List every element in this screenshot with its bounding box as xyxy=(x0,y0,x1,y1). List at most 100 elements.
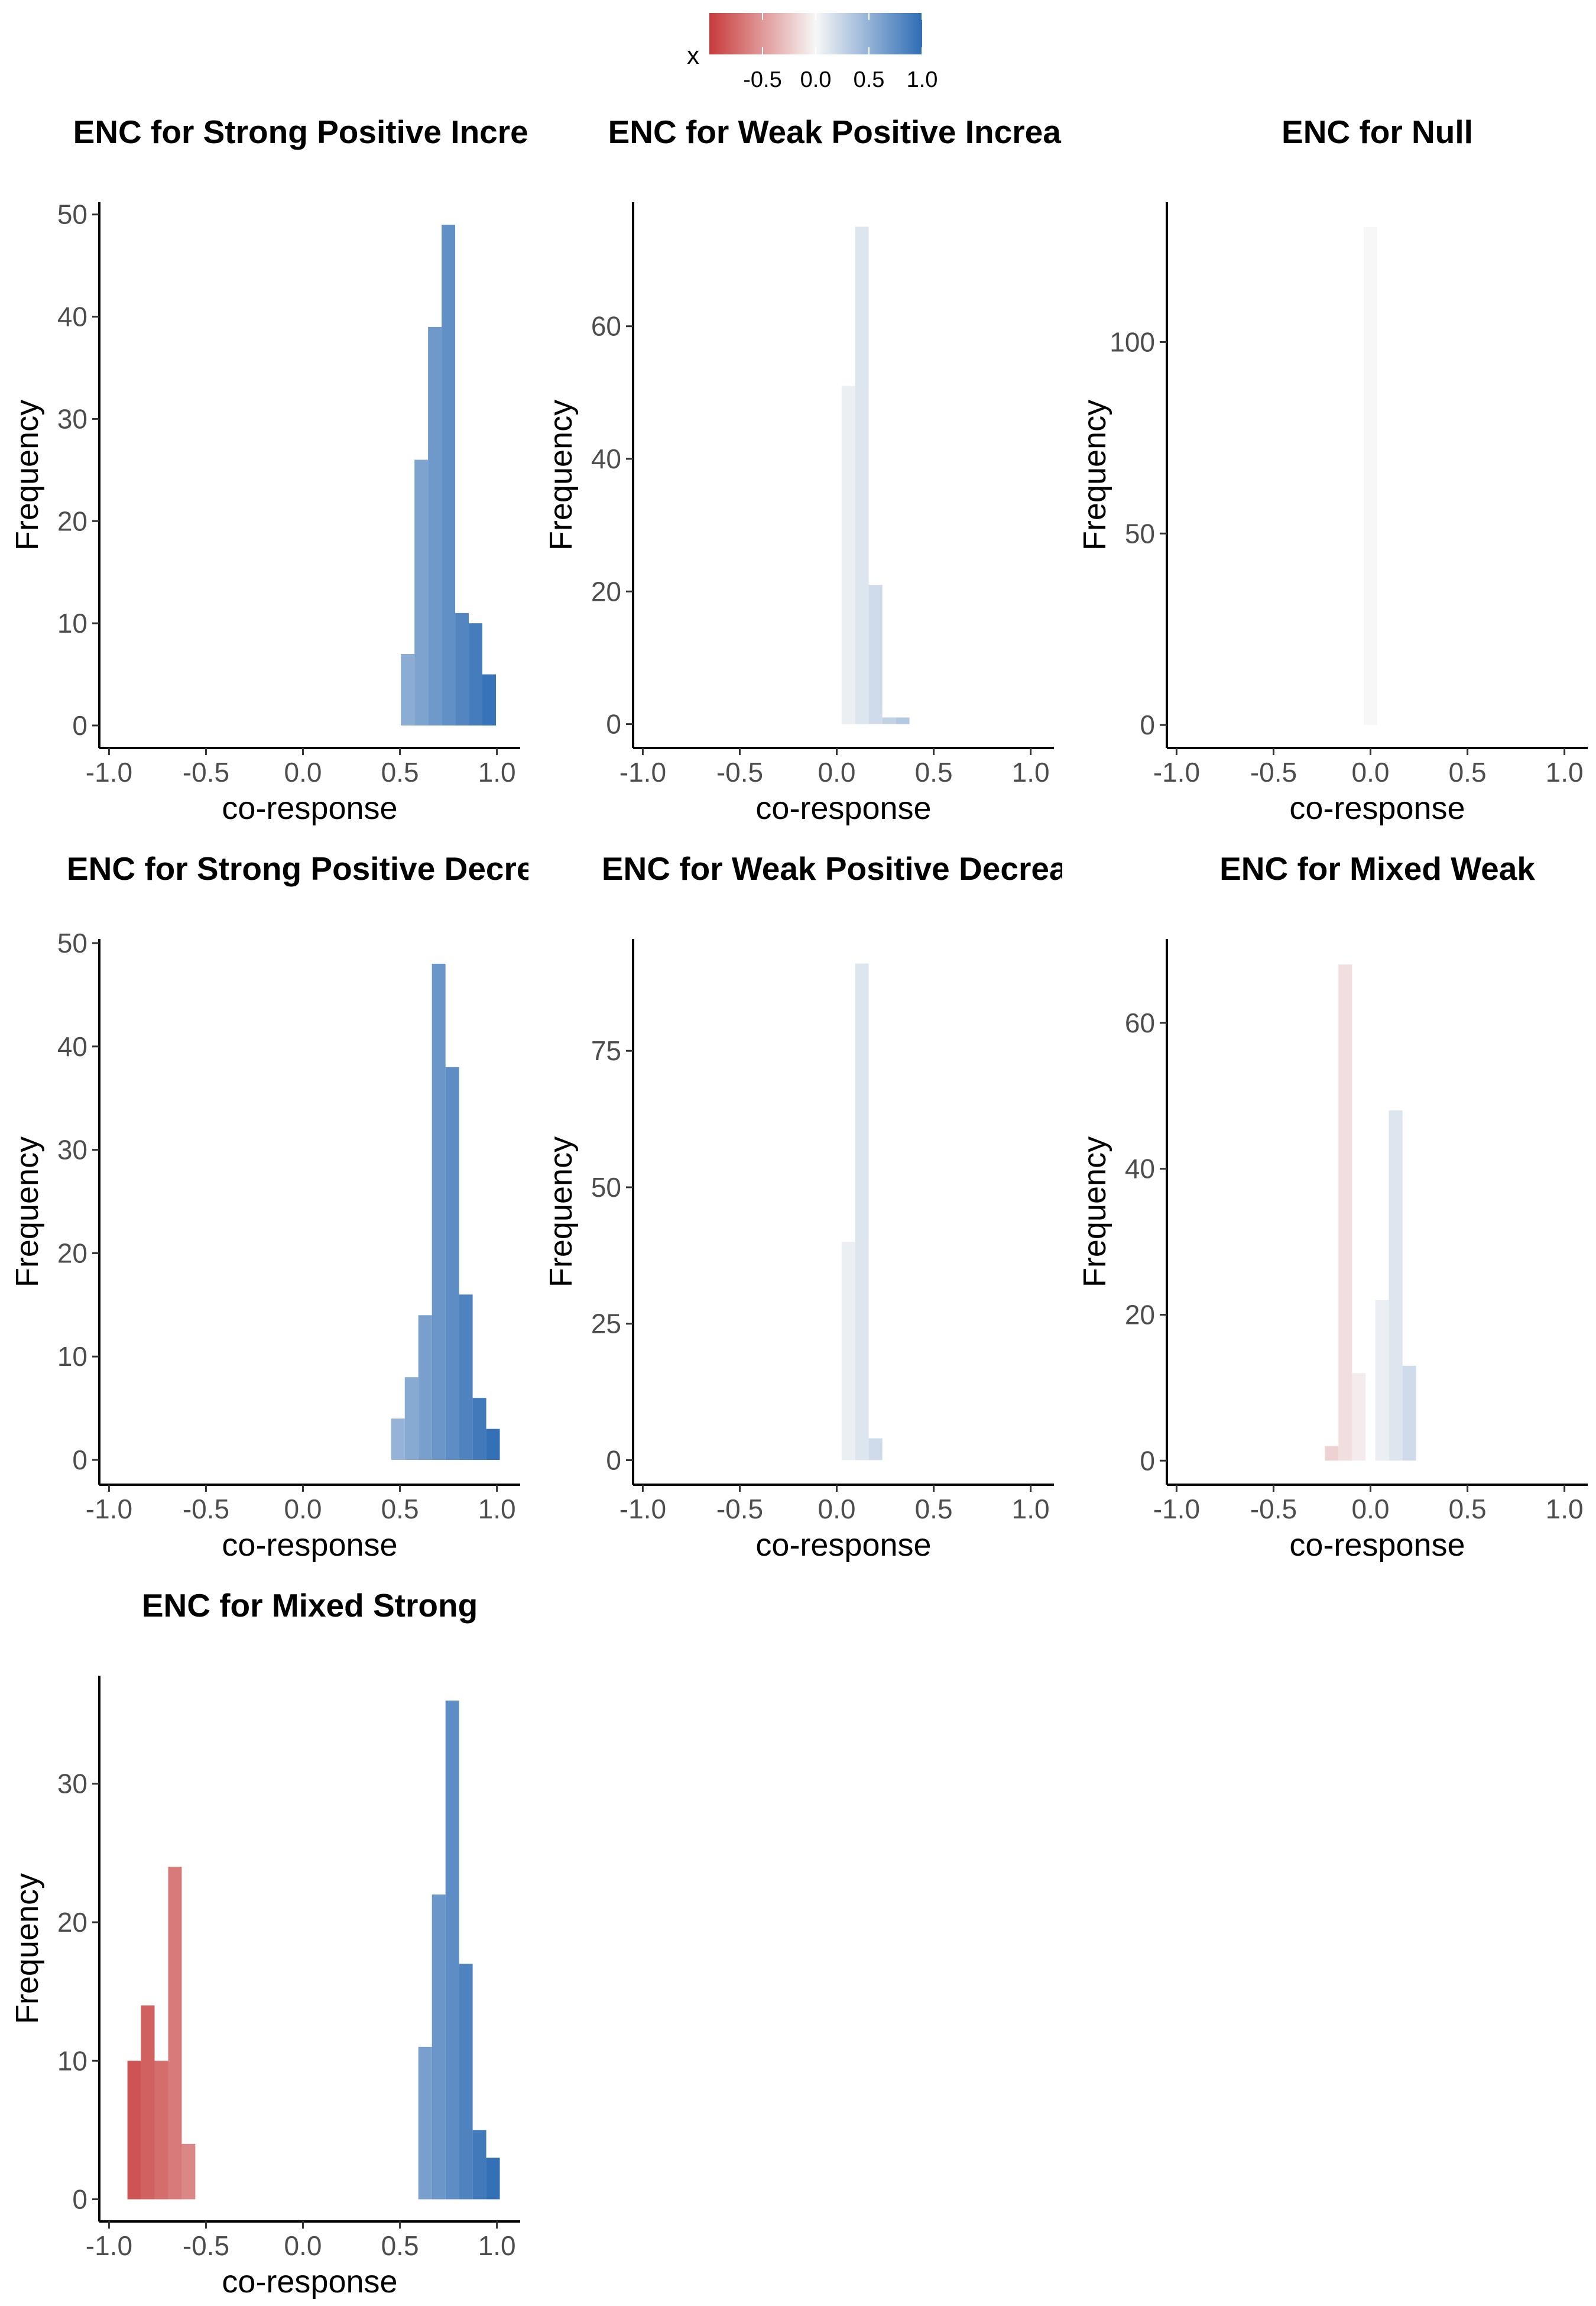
histogram-bar xyxy=(482,674,496,726)
panel-title: ENC for Weak Positive Decreas xyxy=(602,850,1062,887)
histogram-bar xyxy=(868,585,883,724)
y-tick-label: 30 xyxy=(57,1135,87,1165)
y-tick-label: 60 xyxy=(1125,1008,1155,1038)
histogram-bar xyxy=(1364,227,1377,726)
histogram-bar xyxy=(1352,1373,1366,1461)
histogram-bar xyxy=(141,2005,155,2200)
histogram-panel: ENC for Null -1.0 -0.5 0.0 0.5 1.0 0 50 100 co-re… xyxy=(1077,114,1588,825)
histogram-panel: ENC for Mixed Weak -1.0 -0.5 0.0 0.5 1.0 0 20 40… xyxy=(1077,850,1588,1562)
histogram-bar xyxy=(414,459,429,726)
histogram-bar xyxy=(127,2061,141,2200)
x-tick-label: 0.5 xyxy=(915,1494,953,1524)
y-axis-title: Frequency xyxy=(543,1136,579,1287)
y-tick-label: 20 xyxy=(57,1907,87,1938)
y-axis-title: Frequency xyxy=(543,400,579,550)
histogram-bar xyxy=(459,1964,473,2200)
y-axis-title: Frequency xyxy=(9,1873,45,2024)
histogram-bar xyxy=(455,613,469,726)
y-tick-label: 50 xyxy=(57,199,87,230)
x-tick-label: -1.0 xyxy=(86,2230,132,2261)
color-legend: x -0.5 0.0 0.5 1.0 xyxy=(687,13,938,92)
histogram-bar xyxy=(896,717,910,724)
panel-title: ENC for Null xyxy=(1282,114,1473,150)
histogram-bar xyxy=(882,717,896,724)
y-tick-label: 0 xyxy=(72,1445,87,1475)
histogram-bar xyxy=(486,1429,500,1460)
legend-tick-label: 0.0 xyxy=(800,67,832,92)
x-tick-label: -1.0 xyxy=(1153,1494,1200,1524)
y-axis-title: Frequency xyxy=(9,400,45,550)
y-tick-label: 50 xyxy=(591,1172,621,1203)
x-tick-label: -0.5 xyxy=(716,1494,763,1524)
histogram-bar xyxy=(472,2130,486,2200)
histogram-bar xyxy=(391,1418,405,1460)
histogram-bar xyxy=(445,1701,459,2200)
x-axis-title: co-response xyxy=(222,2264,397,2299)
histogram-bar xyxy=(855,226,869,724)
histogram-panel: ENC for Strong Positive Increa -1.0 -0.5 0.… xyxy=(9,114,528,825)
x-tick-label: -0.5 xyxy=(183,2230,229,2261)
x-tick-label: 0.0 xyxy=(1352,757,1390,788)
histogram-bar xyxy=(1389,1110,1403,1461)
y-tick-label: 40 xyxy=(57,1031,87,1062)
y-tick-label: 75 xyxy=(591,1035,621,1066)
histogram-panel: ENC for Mixed Strong -1.0 -0.5 0.0 0.5 1.0 0 10… xyxy=(9,1587,520,2299)
y-tick-label: 100 xyxy=(1110,326,1155,357)
legend-tick-label: 1.0 xyxy=(907,67,938,92)
y-tick-label: 0 xyxy=(1140,1445,1155,1476)
x-tick-label: -0.5 xyxy=(183,757,229,788)
histogram-bar xyxy=(432,1894,446,2200)
histogram-bar xyxy=(442,225,456,726)
histogram-bar xyxy=(154,2061,168,2200)
x-tick-label: 0.5 xyxy=(381,2230,419,2261)
x-tick-label: 1.0 xyxy=(1012,757,1050,788)
y-tick-label: 50 xyxy=(1125,518,1155,549)
x-tick-label: 1.0 xyxy=(1546,757,1584,788)
y-tick-label: 10 xyxy=(57,1341,87,1372)
histogram-panel: ENC for Weak Positive Decreas -1.0 -0.5 0.0… xyxy=(543,850,1062,1562)
y-tick-label: 10 xyxy=(57,2045,87,2076)
x-tick-label: -0.5 xyxy=(183,1494,229,1524)
x-tick-label: -0.5 xyxy=(1250,757,1297,788)
histogram-bar xyxy=(401,653,415,726)
y-tick-label: 0 xyxy=(606,1445,621,1475)
legend-tick-label: -0.5 xyxy=(743,67,781,92)
y-tick-label: 0 xyxy=(72,2184,87,2215)
panel-title: ENC for Weak Positive Increas xyxy=(608,114,1062,150)
y-tick-label: 40 xyxy=(591,443,621,474)
x-axis-title: co-response xyxy=(222,1527,397,1562)
x-tick-label: 0.5 xyxy=(1449,757,1487,788)
histogram-bar xyxy=(469,623,483,726)
y-tick-label: 40 xyxy=(1125,1154,1155,1184)
histogram-bar xyxy=(418,2046,432,2200)
y-axis-title: Frequency xyxy=(1077,400,1112,550)
x-axis-title: co-response xyxy=(755,791,931,825)
y-axis-title: Frequency xyxy=(1077,1136,1112,1287)
x-tick-label: -1.0 xyxy=(86,1494,132,1524)
x-axis-title: co-response xyxy=(1289,791,1465,825)
panel-title: ENC for Mixed Weak xyxy=(1219,850,1535,887)
histogram-bar xyxy=(1375,1300,1389,1461)
y-tick-label: 50 xyxy=(57,928,87,958)
x-axis-title: co-response xyxy=(222,791,397,825)
x-axis-title: co-response xyxy=(1289,1527,1465,1562)
y-tick-label: 10 xyxy=(57,608,87,639)
x-tick-label: -1.0 xyxy=(619,757,666,788)
y-tick-label: 60 xyxy=(591,311,621,342)
x-tick-label: 0.5 xyxy=(381,757,419,788)
histogram-bar xyxy=(1402,1365,1416,1461)
y-tick-label: 40 xyxy=(57,302,87,332)
y-tick-label: 20 xyxy=(57,506,87,536)
x-tick-label: 1.0 xyxy=(1012,1494,1050,1524)
x-tick-label: 0.5 xyxy=(1449,1494,1487,1524)
x-tick-label: -1.0 xyxy=(1153,757,1200,788)
y-tick-label: 25 xyxy=(591,1309,621,1339)
histogram-bar xyxy=(841,1242,855,1460)
histogram-bar xyxy=(428,326,442,726)
legend-title: x xyxy=(687,41,699,69)
histogram-bar xyxy=(472,1398,486,1460)
x-tick-label: 0.0 xyxy=(284,757,322,788)
x-tick-label: 1.0 xyxy=(478,757,516,788)
y-axis-title: Frequency xyxy=(9,1136,45,1287)
